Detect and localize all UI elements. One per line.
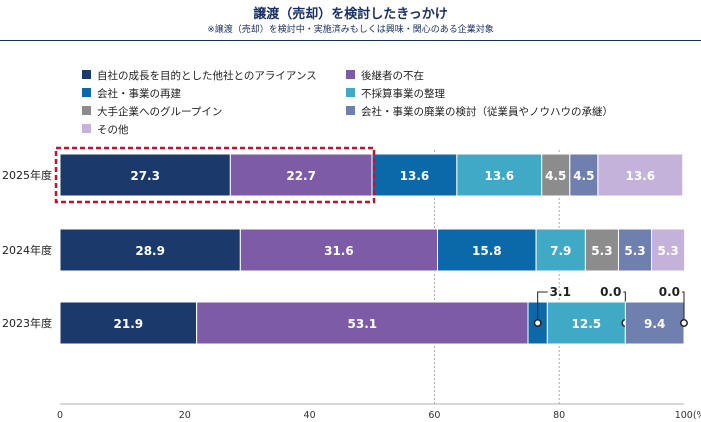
category-label: 2023年度 <box>2 316 52 330</box>
data-label: 31.6 <box>324 244 354 258</box>
title-divider <box>0 40 701 41</box>
legend-label: 不採算事業の整理 <box>361 87 445 100</box>
data-label: 7.9 <box>550 244 571 258</box>
callout-line <box>682 291 685 323</box>
callout-label: 0.0 <box>600 285 621 299</box>
bar-segment <box>59 228 241 272</box>
bar-segment <box>617 228 653 272</box>
legend-swatch <box>82 70 91 79</box>
x-tick-label: 20 <box>179 410 191 421</box>
callout-dot <box>533 319 542 327</box>
data-label: 27.3 <box>130 169 160 183</box>
x-tick-label: 40 <box>304 410 316 421</box>
data-label: 21.9 <box>114 317 144 331</box>
highlight-box <box>54 146 376 204</box>
bar-segment <box>59 153 231 197</box>
bar-segment <box>456 153 543 197</box>
bar-segment <box>239 228 439 272</box>
bar-segment <box>59 301 198 345</box>
bar-segment <box>535 228 586 272</box>
legend-swatch <box>346 106 355 115</box>
callout-line <box>537 291 548 323</box>
bar-segment <box>569 153 599 197</box>
legend-label: 会社・事業の廃業の検討（従業員やノウハウの承継） <box>361 105 613 118</box>
category-label: 2025年度 <box>2 168 52 182</box>
x-tick-label: 60 <box>428 410 440 421</box>
data-label: 13.6 <box>484 169 514 183</box>
legend-label: 自社の成長を目的とした他社とのアライアンス <box>97 69 317 82</box>
callout-label: 3.1 <box>550 285 571 299</box>
category-label: 2024年度 <box>2 243 52 257</box>
bar-segment <box>597 153 684 197</box>
legend-swatch <box>82 88 91 97</box>
data-label: 5.3 <box>591 244 612 258</box>
legend-label: その他 <box>97 123 129 136</box>
data-label: 12.5 <box>572 317 602 331</box>
bar-segment <box>371 153 458 197</box>
x-tick-label: 100(%) <box>675 410 701 421</box>
callout-dot <box>680 319 688 327</box>
data-label: 5.3 <box>657 244 678 258</box>
chart-subtitle: ※譲渡（売却）を検討中・実施済みもしくは興味・関心のある企業対象 <box>207 25 494 35</box>
bar-segment <box>546 301 626 345</box>
chart-title: 譲渡（売却）を検討したきっかけ <box>253 7 448 22</box>
bar-segment <box>651 228 686 272</box>
data-label: 53.1 <box>348 317 378 331</box>
legend-swatch <box>346 70 355 79</box>
bar-segment <box>196 301 529 345</box>
data-label: 22.7 <box>286 169 316 183</box>
legend-label: 大手企業へのグループイン <box>97 105 222 118</box>
legend-label: 後継者の不在 <box>361 69 424 82</box>
callout-label: 0.0 <box>659 285 680 299</box>
x-tick-label: 0 <box>57 410 63 421</box>
legend-swatch <box>82 124 91 133</box>
x-tick-label: 80 <box>553 410 565 421</box>
data-label: 9.4 <box>644 317 665 331</box>
legend-label: 会社・事業の再建 <box>97 87 181 100</box>
data-label: 28.9 <box>135 244 165 258</box>
data-label: 4.5 <box>573 169 594 183</box>
legend-swatch <box>82 106 91 115</box>
data-label: 15.8 <box>472 244 502 258</box>
data-label: 13.6 <box>400 169 430 183</box>
legend-swatch <box>346 88 355 97</box>
data-label: 4.5 <box>545 169 566 183</box>
data-label: 5.3 <box>624 244 645 258</box>
data-label: 13.6 <box>626 169 656 183</box>
